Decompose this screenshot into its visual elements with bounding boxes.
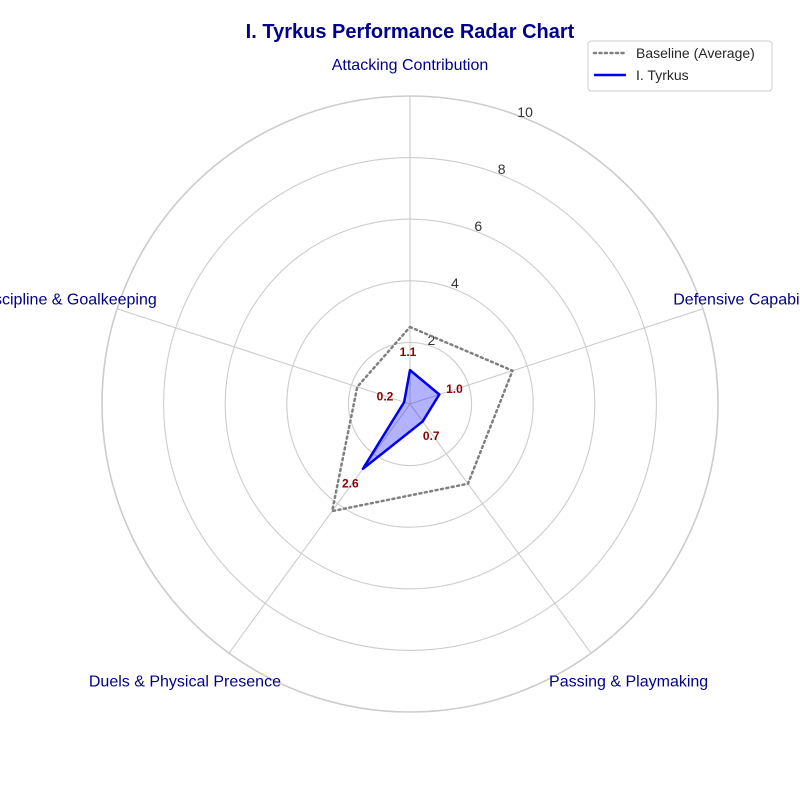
data-value-label: 1.1	[400, 345, 417, 359]
category-label: Discipline & Goalkeeping	[0, 291, 157, 308]
radial-tick-labels: 2 4 6 8 10	[428, 104, 534, 348]
grid-spoke	[116, 308, 411, 405]
grid-spoke	[409, 308, 704, 405]
series-plot	[330, 325, 514, 513]
data-value-label: 0.7	[423, 429, 440, 443]
series-line-baseline	[330, 325, 514, 513]
radial-tick-label: 4	[451, 275, 459, 291]
category-labels: Attacking Contribution Defensive Capabili…	[0, 57, 800, 691]
chart-title: I. Tyrkus Performance Radar Chart	[246, 21, 575, 43]
category-label: Duels & Physical Presence	[89, 674, 281, 691]
legend: Baseline (Average) I. Tyrkus	[587, 40, 773, 92]
grid-spoke	[228, 403, 411, 654]
data-value-label: 0.2	[377, 390, 394, 404]
legend-label-player: I. Tyrkus	[636, 67, 689, 83]
data-value-labels: 1.1 1.0 0.7 2.6 0.2	[342, 345, 463, 490]
data-value-label: 2.6	[342, 476, 359, 490]
radial-tick-label: 6	[474, 218, 482, 234]
radar-grid	[101, 95, 719, 713]
data-value-label: 1.0	[446, 382, 463, 396]
radial-tick-label: 8	[498, 161, 506, 177]
radial-tick-label: 2	[428, 332, 436, 348]
category-label: Defensive Capability	[673, 291, 800, 308]
category-label: Attacking Contribution	[332, 57, 489, 74]
series-line-player	[361, 368, 441, 471]
category-label: Passing & Playmaking	[549, 674, 708, 691]
series-fill	[362, 370, 440, 469]
legend-frame	[587, 40, 773, 92]
radial-tick-label: 10	[517, 104, 533, 120]
legend-label-baseline: Baseline (Average)	[636, 45, 755, 61]
grid-spoke	[409, 403, 592, 654]
